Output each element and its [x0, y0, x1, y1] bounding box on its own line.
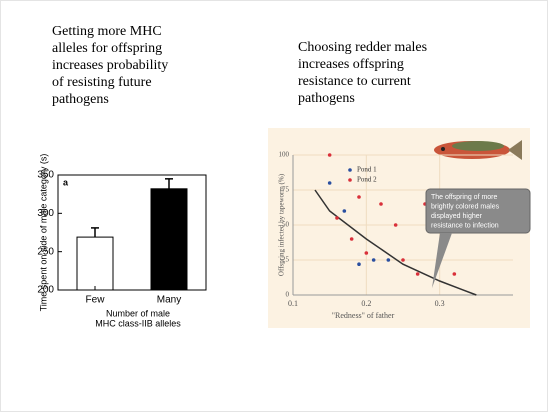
point: [371, 258, 376, 262]
point: [401, 258, 405, 262]
annotation-text: The offspring of more: [431, 194, 498, 201]
caption-right: resistance to current: [298, 74, 411, 89]
legend-label: Pond 2: [357, 176, 377, 184]
caption-right: pathogens: [298, 91, 355, 106]
annotation-text: brightly colored males: [431, 203, 500, 210]
point: [379, 202, 383, 206]
point: [357, 262, 361, 267]
point: [452, 272, 457, 276]
x-tick-label: 0.3: [435, 299, 445, 308]
x-tick-label: Many: [157, 295, 181, 306]
legend-marker: [348, 178, 352, 182]
panel-label: a: [63, 177, 69, 187]
y-axis-label: Time spent on side of male category (s): [38, 154, 48, 312]
y-tick-label: 25: [282, 256, 290, 264]
caption-left: Getting more MHC: [52, 24, 162, 39]
caption-left: of resisting future: [52, 75, 152, 90]
annotation-text: resistance to infection: [431, 222, 499, 229]
y-tick-label: 300: [37, 208, 54, 219]
annotation-text: displayed higher: [431, 213, 483, 220]
x-tick-label: 0.2: [361, 299, 371, 308]
point: [342, 209, 347, 213]
fit-curve: [314, 189, 477, 296]
point: [393, 223, 398, 227]
y-tick-label: 100: [279, 151, 290, 159]
y-tick-label: 200: [37, 285, 54, 296]
plot-frame: [57, 174, 207, 291]
y-tick-label: 250: [37, 246, 54, 257]
y-tick-label: 50: [282, 221, 290, 229]
point: [357, 195, 361, 199]
y-tick-label: 0: [286, 291, 290, 299]
x-axis-label: MHC class-IIB alleles: [95, 318, 181, 328]
y-tick-label: 350: [37, 170, 54, 181]
point: [327, 153, 332, 157]
bar: [76, 236, 114, 291]
x-tick-label: Few: [86, 295, 106, 306]
caption-left: pathogens: [52, 92, 109, 107]
legend-label: Pond 1: [357, 166, 377, 174]
point: [415, 272, 420, 276]
x-axis-label: Number of male: [106, 308, 170, 318]
caption-left: alleles for offspring: [52, 41, 162, 56]
x-axis-label: "Redness" of father: [332, 311, 395, 320]
point: [364, 251, 369, 255]
annotation-pointer: [432, 233, 452, 288]
x-tick-label: 0.1: [288, 299, 298, 308]
y-tick-label: 75: [282, 186, 290, 194]
caption-left: increases probability: [52, 58, 168, 73]
caption-right: Choosing redder males: [298, 40, 427, 55]
caption-right: increases offspring: [298, 57, 404, 72]
point: [349, 237, 354, 241]
bar: [150, 188, 188, 291]
point: [386, 258, 391, 262]
point: [327, 181, 332, 185]
y-axis-label: Offspring infected by tapeworm (%): [278, 173, 286, 276]
legend-marker: [348, 168, 352, 172]
annotation-box: [425, 188, 531, 234]
point: [335, 216, 339, 220]
